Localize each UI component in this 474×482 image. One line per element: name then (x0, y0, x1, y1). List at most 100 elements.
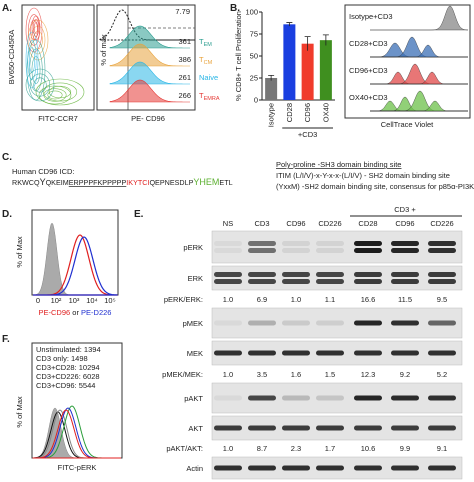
ratio-value: 1.6 (291, 370, 301, 379)
blot-band (248, 320, 276, 326)
population-name: T (199, 37, 204, 46)
sequence-segment: YHEM (193, 177, 219, 187)
lane-label: CD3 (254, 219, 269, 228)
panel-label: A. (2, 3, 12, 14)
x-tick-label: 0 (36, 296, 40, 305)
blot-band (214, 320, 242, 326)
blot-band (248, 241, 276, 246)
blot-band (354, 465, 382, 471)
blot-band (316, 320, 344, 326)
legend-entry: CD3+CD96: 5544 (36, 381, 95, 390)
blot-band (316, 350, 344, 356)
ratio-value: 9.2 (400, 370, 410, 379)
ratio-value: 9.1 (437, 444, 447, 453)
x-tick-label: OX40 (321, 103, 330, 122)
blot-band (248, 395, 276, 401)
population-sub: CM (204, 60, 213, 66)
plot-frame (21, 4, 95, 111)
ratio-value: 11.5 (398, 295, 412, 304)
ratio-label: pERK/ERK: (164, 295, 203, 304)
panel-label: C. (2, 152, 12, 163)
panel-label: F. (2, 334, 10, 345)
ratio-value: 16.6 (361, 295, 376, 304)
blot-band (391, 395, 419, 401)
axis-label: PE- CD96 (131, 114, 165, 123)
blot (211, 265, 463, 291)
x-tick-label: 10³ (69, 296, 80, 305)
axis-label-part: or (70, 308, 81, 317)
contour (32, 19, 40, 37)
x-tick-label: Isotype (267, 103, 276, 127)
histogram (109, 79, 190, 103)
x-tick-label: 10² (51, 296, 62, 305)
blot-band (316, 279, 344, 284)
blot (211, 230, 463, 264)
lane-label: CD28 (358, 219, 377, 228)
histogram (109, 25, 190, 49)
ratio-value: 1.0 (223, 370, 233, 379)
plot-frame (344, 4, 471, 119)
error-bar (322, 34, 329, 46)
blot-band (214, 425, 242, 431)
sequence-segment: RKWCQ (12, 178, 40, 187)
ratio-value: 6.9 (257, 295, 267, 304)
y-axis-title: % CD8+ T cell Proliferation (234, 11, 243, 101)
blot-band (282, 272, 310, 277)
panel-label: B. (230, 3, 240, 14)
ratio-label: pAKT/AKT: (166, 444, 203, 453)
motif-legend: (YxxM) -SH2 domain binding site, consens… (276, 182, 474, 191)
lane-label: CD226 (318, 219, 341, 228)
sequence-segment: ETL (219, 178, 232, 187)
histogram (109, 43, 190, 67)
blot-band (214, 279, 242, 284)
blot-label: Actin (186, 464, 203, 473)
ratio-value: 10.6 (361, 444, 376, 453)
ratio-value: 1.0 (291, 295, 301, 304)
blot-band (282, 425, 310, 431)
group-label: CD3 + (394, 205, 416, 214)
ratio-value: 9.5 (437, 295, 447, 304)
lane-label: CD96 (286, 219, 305, 228)
blot-band (391, 465, 419, 471)
bar (301, 43, 314, 100)
axis-label-part: PE-CD96 (39, 308, 71, 317)
motif-legend: ITIM (L/I/V)-x-Y-x-x-(L/I/V) - SH2 domai… (276, 171, 450, 180)
population-label: Naive (199, 73, 218, 82)
contour (31, 15, 41, 41)
legend-entry: Unstimulated: 1394 (36, 345, 101, 354)
contour (42, 82, 78, 102)
blot-label: pAKT (184, 394, 203, 403)
contour (28, 47, 35, 73)
axis-label: % of max (99, 34, 108, 66)
axis-label: FITC-pERK (58, 463, 97, 472)
lane-label: CD96 (395, 219, 414, 228)
contour (48, 85, 72, 99)
blot-band (248, 248, 276, 253)
blot-band (391, 425, 419, 431)
plot-frame (96, 4, 196, 111)
contour (43, 88, 67, 102)
blot-label: pERK (183, 243, 203, 252)
blot-band (354, 350, 382, 356)
blot-band (354, 395, 382, 401)
y-tick-label: 75 (250, 30, 258, 39)
ratio-value: 8.7 (257, 444, 267, 453)
blot-band (354, 241, 382, 246)
blot-band (428, 465, 456, 471)
blot-band (214, 248, 242, 253)
blot-band (428, 425, 456, 431)
contour (27, 40, 37, 80)
sequence-segment: Y (40, 177, 46, 187)
axis-label: BV650-CD45RA (7, 30, 16, 85)
contour (29, 73, 51, 97)
histogram (370, 71, 468, 85)
ratio-value: 5.2 (437, 370, 447, 379)
y-tick-label: 100 (245, 8, 258, 17)
histogram (370, 5, 469, 31)
blot-band (428, 350, 456, 356)
contour (47, 90, 63, 100)
y-tick-label: 50 (250, 52, 258, 61)
blot-band (428, 320, 456, 326)
x-tick-label: CD96 (303, 103, 312, 122)
blot-band (391, 272, 419, 277)
